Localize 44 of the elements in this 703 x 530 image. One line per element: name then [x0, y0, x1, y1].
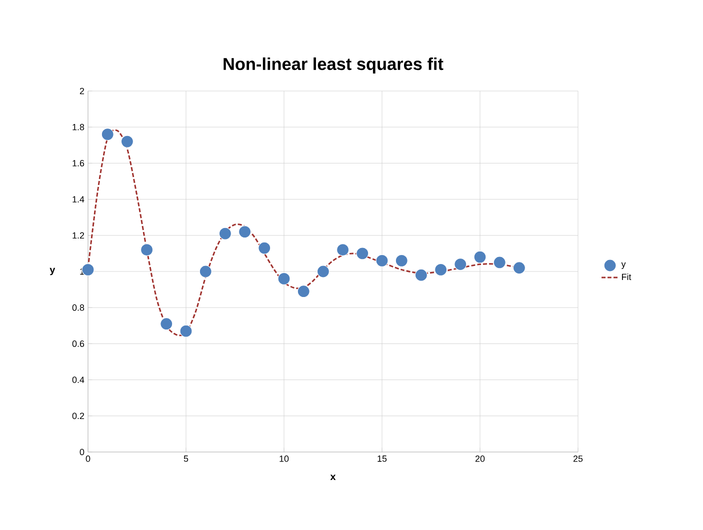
- point: [395, 254, 408, 267]
- y-tick-label: 2: [80, 88, 84, 94]
- y-tick-label: 0.4: [72, 376, 84, 383]
- point: [278, 272, 290, 286]
- y-tick-label: 1.8: [72, 124, 84, 130]
- point: [258, 242, 271, 254]
- y-tick-label: 0: [80, 448, 84, 456]
- point: [316, 265, 330, 278]
- point: [140, 244, 154, 256]
- point: [101, 128, 114, 141]
- point: [297, 285, 310, 298]
- y-axis-title: y: [50, 268, 56, 276]
- point: [414, 268, 428, 282]
- point: [493, 256, 506, 269]
- point: [434, 263, 448, 276]
- y-tick-label: 0.2: [72, 412, 84, 420]
- legend-label: y: [621, 262, 626, 269]
- x-tick-label: 5: [184, 456, 188, 462]
- point: [180, 324, 192, 338]
- point: [376, 254, 388, 267]
- point: [82, 263, 94, 276]
- point: [218, 227, 232, 240]
- y-tick-label: 1.2: [72, 232, 84, 239]
- point: [474, 250, 486, 264]
- x-tick-label: 0: [86, 456, 90, 462]
- point: [120, 135, 134, 148]
- y-tick-label: 0.6: [72, 340, 84, 347]
- x-tick-label: 10: [280, 456, 289, 462]
- point: [336, 244, 350, 256]
- point: [356, 247, 369, 260]
- legend-label: Fit: [622, 274, 632, 280]
- x-tick-label: 25: [573, 456, 583, 462]
- point: [454, 258, 467, 271]
- x-axis-title: x: [330, 474, 336, 480]
- x-tick-label: 20: [475, 456, 485, 462]
- point: [238, 225, 252, 238]
- y-tick-label: 1.6: [72, 160, 84, 166]
- point: [199, 265, 212, 278]
- point: [160, 318, 173, 330]
- y-tick-label: 1.4: [72, 196, 84, 202]
- point: [512, 262, 526, 274]
- x-tick-label: 15: [378, 456, 387, 462]
- y-tick-label: 0.8: [72, 304, 84, 311]
- chart-title: Non-linear least squares fit: [224, 57, 444, 74]
